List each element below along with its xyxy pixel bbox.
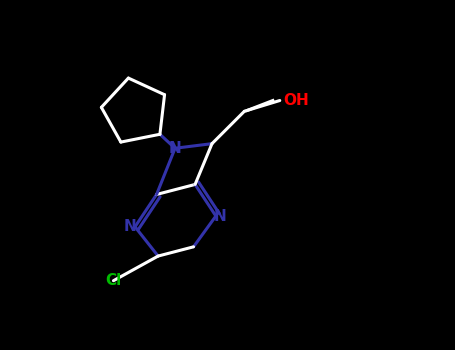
Text: N: N [214,209,227,224]
Text: N: N [169,141,182,156]
Text: N: N [123,219,136,234]
Text: OH: OH [283,93,308,108]
Text: Cl: Cl [105,273,121,288]
